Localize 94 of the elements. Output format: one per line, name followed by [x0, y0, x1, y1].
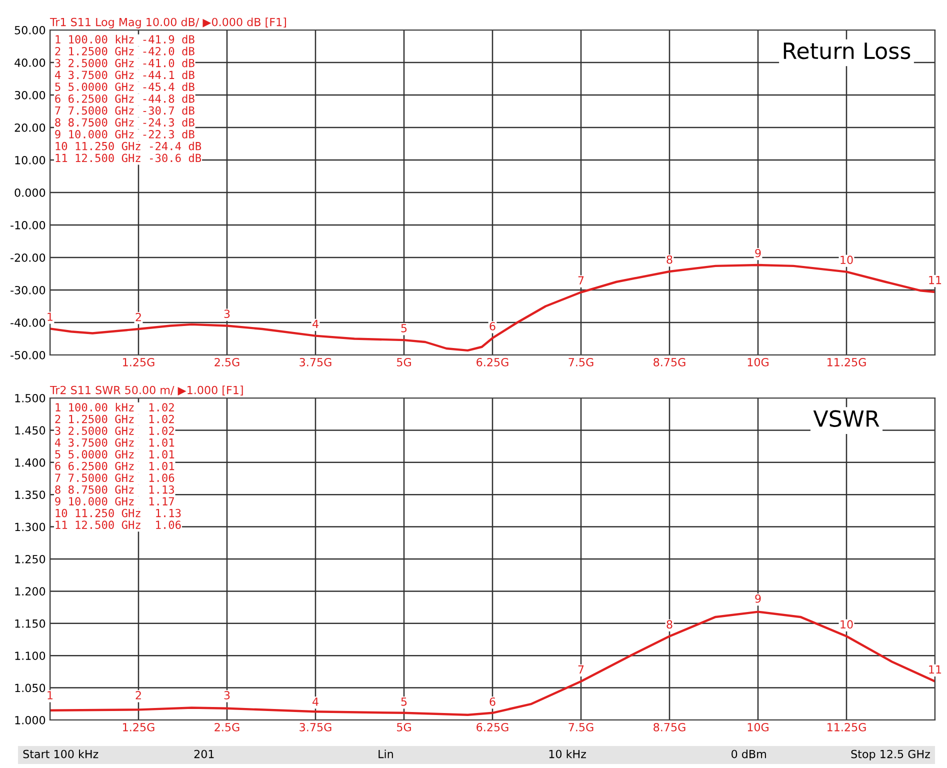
x-tick-label: 1.25G	[123, 722, 154, 732]
annotation: 7	[578, 276, 584, 284]
annotation: 10 11.250 GHz 1.13	[56, 508, 181, 518]
x-tick-label: 5G	[397, 358, 411, 366]
chart-title: Return Loss	[784, 42, 910, 60]
text: Stop 12.5 GHz	[851, 750, 930, 760]
y-tick-label: 40.00	[14, 58, 46, 67]
y-tick-label: 1.300	[15, 522, 46, 532]
annotation: 9	[755, 248, 761, 258]
x-tick-label: 10G	[748, 358, 768, 366]
annotation: 6 6.2500 GHz 1.01	[55, 462, 174, 470]
annotation: 4	[312, 698, 318, 706]
annotation: 5	[401, 324, 407, 332]
annotation: 4 3.7500 GHz -44.1 dB	[54, 70, 194, 80]
y-tick-label: 10.00	[15, 156, 46, 164]
annotation: 3 2.5000 GHz -41.0 dB	[55, 58, 194, 68]
text: 201	[194, 750, 214, 758]
annotation: 7 7.5000 GHz 1.06	[55, 474, 174, 482]
annotation: 5 5.0000 GHz 1.01	[55, 450, 174, 458]
annotation: 8 8.7500 GHz -24.3 dB	[55, 118, 194, 127]
x-tick-label: 8.75G	[654, 358, 686, 366]
annotation: 1	[48, 312, 53, 321]
annotation: 10 11.250 GHz -24.4 dB	[56, 142, 202, 150]
x-tick-label: 8.75G	[654, 722, 686, 732]
annotation: 3	[224, 310, 230, 318]
annotation: 10	[840, 256, 853, 264]
annotation: 5	[401, 698, 407, 706]
annotation: 4 3.7500 GHz 1.01	[54, 438, 174, 447]
x-tick-label: 11.25G	[828, 722, 866, 732]
x-tick-label: 5G	[397, 722, 411, 732]
annotation: 11 12.500 GHz -30.6 dB	[56, 154, 202, 162]
annotation: 9 10.000 GHz -22.3 dB	[55, 130, 194, 138]
annotation: 6	[490, 697, 496, 706]
x-tick-label: 3.75G	[300, 722, 332, 732]
annotation: 11	[929, 276, 942, 284]
annotation: 8 8.7500 GHz 1.13	[55, 485, 174, 494]
annotation: 9	[755, 594, 761, 603]
y-tick-label: -10.00	[10, 220, 46, 230]
y-tick-label: 30.00	[14, 90, 46, 100]
x-tick-label: 6.25G	[476, 722, 508, 732]
x-tick-label: 3.75G	[300, 358, 332, 366]
annotation: 8	[666, 255, 672, 264]
x-tick-label: 10G	[748, 722, 768, 732]
y-tick-label: 1.400	[15, 458, 46, 467]
annotation: 1 100.00 kHz 1.02	[56, 402, 174, 412]
x-tick-label: 7.5G	[568, 722, 594, 732]
text: Start 100 kHz	[23, 750, 98, 758]
text: Lin	[378, 750, 393, 758]
annotation: 10	[840, 620, 853, 629]
y-tick-label: -20.00	[10, 253, 46, 262]
x-tick-label: 11.25G	[828, 358, 866, 366]
y-tick-label: 0.000	[14, 188, 46, 197]
x-tick-label: 6.25G	[476, 358, 508, 366]
annotation: 11	[929, 665, 942, 674]
y-tick-label: 1.450	[15, 426, 46, 435]
annotation: 3 2.5000 GHz 1.02	[55, 426, 174, 435]
text: 0 dBm	[732, 750, 766, 758]
y-tick-label: 1.000	[15, 716, 46, 724]
y-tick-label: -50.00	[10, 350, 46, 360]
text: 10 kHz	[549, 750, 586, 758]
annotation: 5 5.0000 GHz -45.4 dB	[55, 82, 194, 91]
annotation: 7	[578, 665, 584, 674]
y-tick-label: 50.00	[14, 26, 46, 34]
annotation: 7 7.5000 GHz -30.7 dB	[55, 106, 194, 115]
y-tick-label: 1.250	[15, 554, 46, 564]
x-tick-label: 2.5G	[214, 722, 240, 732]
annotation: 11 12.500 GHz 1.06	[56, 520, 181, 530]
x-tick-label: 2.5G	[214, 358, 240, 366]
y-tick-label: 1.500	[15, 394, 46, 402]
chart-subtitle: Tr2 S11 SWR 50.00 m/ ▶1.000 [F1]	[50, 386, 243, 396]
annotation: 6 6.2500 GHz -44.8 dB	[55, 94, 194, 103]
y-tick-label: 20.00	[14, 123, 46, 132]
y-tick-label: 1.100	[15, 652, 46, 660]
annotation: 4	[312, 320, 318, 328]
chart-title: VSWR	[813, 410, 880, 427]
annotation: 6	[490, 322, 496, 330]
y-tick-label: 1.150	[15, 619, 46, 628]
annotation: 1 100.00 kHz -41.9 dB	[56, 34, 194, 44]
y-tick-label: -30.00	[10, 286, 46, 294]
x-tick-label: 1.25G	[123, 358, 154, 366]
annotation: 9 10.000 GHz 1.17	[55, 497, 174, 506]
y-tick-label: 1.200	[15, 587, 46, 596]
x-tick-label: 7.5G	[568, 358, 594, 366]
chart-subtitle: Tr1 S11 Log Mag 10.00 dB/ ▶0.000 dB [F1]	[50, 18, 286, 28]
annotation: 2	[136, 691, 141, 700]
annotation: 2 1.2500 GHz 1.02	[55, 414, 174, 424]
annotation: 1	[48, 691, 53, 700]
y-tick-label: -40.00	[10, 318, 46, 327]
annotation: 2 1.2500 GHz -42.0 dB	[55, 46, 194, 56]
annotation: 2	[136, 312, 141, 322]
annotation: 3	[224, 691, 230, 700]
annotation: 8	[666, 620, 672, 629]
y-tick-label: 1.050	[15, 684, 46, 692]
y-tick-label: 1.350	[15, 490, 46, 499]
